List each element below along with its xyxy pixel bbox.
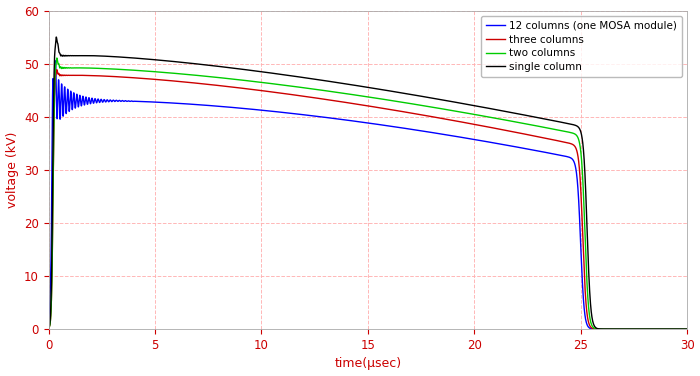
two columns [83,66,91,70]
12 columns (one MOSA module) [51,59,60,63]
12 columns (one MOSA module) [356,120,365,124]
three columns [71,73,79,77]
three columns [683,327,692,331]
12 columns (one MOSA module) [649,327,657,331]
two columns [683,327,692,331]
single column [169,59,178,64]
two columns [45,327,53,331]
single column [683,327,692,331]
Legend: 12 columns (one MOSA module), three columns, two columns, single column: 12 columns (one MOSA module), three colu… [481,16,682,77]
single column [83,53,91,58]
three columns [169,79,178,83]
single column [356,84,365,88]
two columns [71,66,79,70]
single column [52,35,60,39]
Line: three columns: three columns [49,70,687,329]
Line: two columns: two columns [49,58,687,329]
three columns [52,67,61,72]
three columns [649,327,657,331]
single column [48,271,56,275]
X-axis label: time(μsec): time(μsec) [335,358,402,370]
12 columns (one MOSA module) [169,101,178,105]
single column [45,327,53,331]
three columns [48,291,56,296]
single column [71,53,79,58]
12 columns (one MOSA module) [83,100,91,105]
Line: single column: single column [49,37,687,329]
three columns [45,327,53,331]
12 columns (one MOSA module) [45,318,53,323]
two columns [649,327,657,331]
two columns [48,290,56,295]
single column [649,327,657,331]
12 columns (one MOSA module) [48,208,56,212]
two columns [356,94,365,98]
two columns [169,71,178,76]
Line: 12 columns (one MOSA module): 12 columns (one MOSA module) [49,61,687,329]
three columns [356,103,365,107]
three columns [83,73,91,78]
12 columns (one MOSA module) [71,106,79,110]
Y-axis label: voltage (kV): voltage (kV) [6,132,19,208]
two columns [52,56,61,60]
12 columns (one MOSA module) [683,327,692,331]
